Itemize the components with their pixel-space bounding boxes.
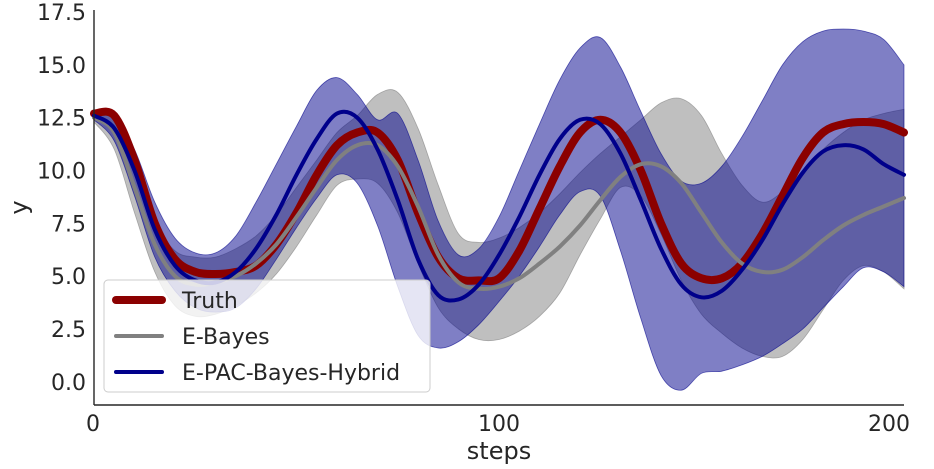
legend-box [103,279,431,393]
legend: Truth E-Bayes E-PAC-Bayes-Hybrid [103,279,431,393]
legend-label-e-bayes: E-Bayes [182,325,270,350]
x-tick-label: 100 [478,412,520,437]
y-axis-label: y [5,200,33,214]
confidence-bands [93,28,905,391]
series-line-truth [90,107,908,286]
x-tick-label: 200 [868,412,910,437]
x-axis-label: steps [467,437,531,465]
series-lines [90,107,908,303]
tick-labels: 0.0 2.5 5.0 7.5 10.0 12.5 15.0 17.5 0 100 200 [37,1,910,437]
y-tick-label: 5.0 [51,265,86,290]
y-tick-label: 7.5 [51,212,86,237]
y-tick-label: 2.5 [51,318,86,343]
x-tick-label: 0 [86,412,100,437]
axes [93,10,904,406]
y-tick-label: 0.0 [51,371,86,396]
band-e-pac-bayes-hybrid [93,28,905,391]
y-tick-label: 10.0 [37,160,86,185]
series-line-e-pac-bayes-hybrid [92,109,906,303]
y-tick-label: 15.0 [37,54,86,79]
y-tick-label: 12.5 [37,107,86,132]
legend-label-truth: Truth [181,289,238,314]
y-tick-label: 17.5 [37,1,86,26]
legend-label-e-pac-bayes-hybrid: E-PAC-Bayes-Hybrid [182,361,400,386]
